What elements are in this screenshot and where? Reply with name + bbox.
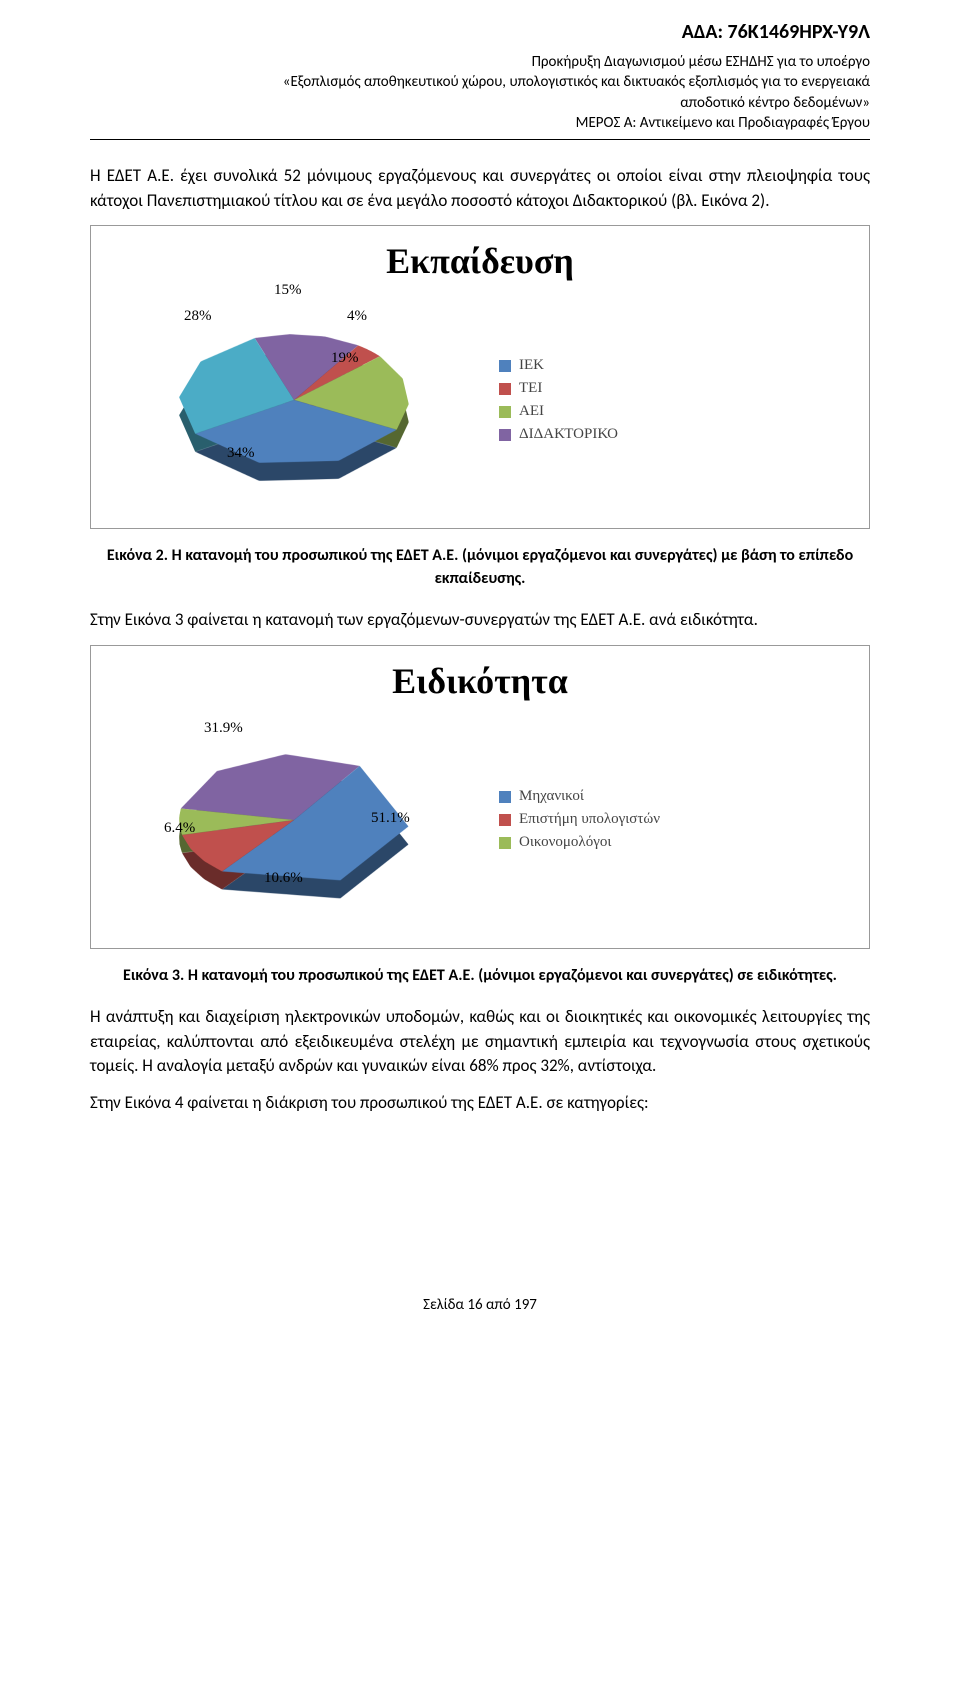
legend-text: ΤΕΙ: [519, 380, 542, 397]
legend-text: Οικονομολόγοι: [519, 834, 611, 851]
document-header: Προκήρυξη Διαγωνισμού μέσω ΕΣΗΔΗΣ για το…: [90, 52, 870, 133]
pie-slice-label: 6.4%: [164, 820, 195, 837]
ada-code: ΑΔΑ: 76Κ1469ΗΡΧ-Υ9Λ: [90, 20, 870, 44]
header-divider: [90, 139, 870, 140]
legend-swatch: [499, 837, 511, 849]
legend-text: Επιστήμη υπολογιστών: [519, 811, 660, 828]
legend-swatch: [499, 429, 511, 441]
header-line: ΜΕΡΟΣ Α: Αντικείμενο και Προδιαγραφές Έρ…: [90, 113, 870, 133]
chart-education: Εκπαίδευση 15% 4% 19% 34% 28% ΙΕΚ ΤΕΙ ΑΕΙ ΔΙΔΑΚ…: [90, 225, 870, 529]
figure-caption: Εικόνα 2. Η κατανομή του προσωπικού της …: [90, 545, 870, 590]
pie-chart: 31.9% 51.1% 10.6% 6.4%: [109, 710, 469, 930]
header-line: Προκήρυξη Διαγωνισμού μέσω ΕΣΗΔΗΣ για το…: [90, 52, 870, 72]
legend-swatch: [499, 360, 511, 372]
pie-slice-label: 31.9%: [204, 720, 243, 737]
legend-item: ΑΕΙ: [499, 403, 618, 420]
chart-specialty: Ειδικότητα 31.9% 51.1% 10.6% 6.4% Μηχανικοί…: [90, 645, 870, 949]
figure-caption: Εικόνα 3. Η κατανομή του προσωπικού της …: [90, 965, 870, 987]
legend-item: Οικονομολόγοι: [499, 834, 660, 851]
legend-item: ΤΕΙ: [499, 380, 618, 397]
paragraph: Στην Εικόνα 4 φαίνεται η διάκριση του πρ…: [90, 1091, 870, 1116]
legend-text: Μηχανικοί: [519, 788, 584, 805]
chart-title: Εκπαίδευση: [109, 240, 851, 282]
pie-slice-label: 4%: [347, 308, 367, 325]
legend-swatch: [499, 814, 511, 826]
legend-item: ΙΕΚ: [499, 357, 618, 374]
legend-swatch: [499, 406, 511, 418]
legend-text: ΙΕΚ: [519, 357, 544, 374]
pie-slice-label: 34%: [227, 445, 255, 462]
legend-swatch: [499, 791, 511, 803]
pie-slice-label: 10.6%: [264, 870, 303, 887]
legend-text: ΑΕΙ: [519, 403, 544, 420]
chart-legend: ΙΕΚ ΤΕΙ ΑΕΙ ΔΙΔΑΚΤΟΡΙΚΟ: [499, 351, 618, 449]
legend-swatch: [499, 383, 511, 395]
legend-item: Μηχανικοί: [499, 788, 660, 805]
header-line: αποδοτικό κέντρο δεδομένων»: [90, 93, 870, 113]
chart-title: Ειδικότητα: [109, 660, 851, 702]
legend-text: ΔΙΔΑΚΤΟΡΙΚΟ: [519, 426, 618, 443]
legend-item: Επιστήμη υπολογιστών: [499, 811, 660, 828]
legend-item: ΔΙΔΑΚΤΟΡΙΚΟ: [499, 426, 618, 443]
pie-chart: 15%4%19%34%28%: [109, 290, 469, 510]
paragraph: Στην Εικόνα 3 φαίνεται η κατανομή των ερ…: [90, 608, 870, 633]
pie-slice-label: 28%: [184, 308, 212, 325]
pie-slice-label: 19%: [331, 350, 359, 367]
chart-legend: Μηχανικοί Επιστήμη υπολογιστών Οικονομολόγ…: [499, 782, 660, 857]
paragraph: Η ανάπτυξη και διαχείριση ηλεκτρονικών υ…: [90, 1005, 870, 1079]
pie-slice-label: 51.1%: [371, 810, 410, 827]
paragraph: Η ΕΔΕΤ Α.Ε. έχει συνολικά 52 μόνιμους ερ…: [90, 164, 870, 213]
page-footer: Σελίδα 16 από 197: [90, 1296, 870, 1314]
header-line: «Εξοπλισμός αποθηκευτικού χώρου, υπολογι…: [90, 72, 870, 92]
pie-slice-label: 15%: [274, 282, 302, 299]
